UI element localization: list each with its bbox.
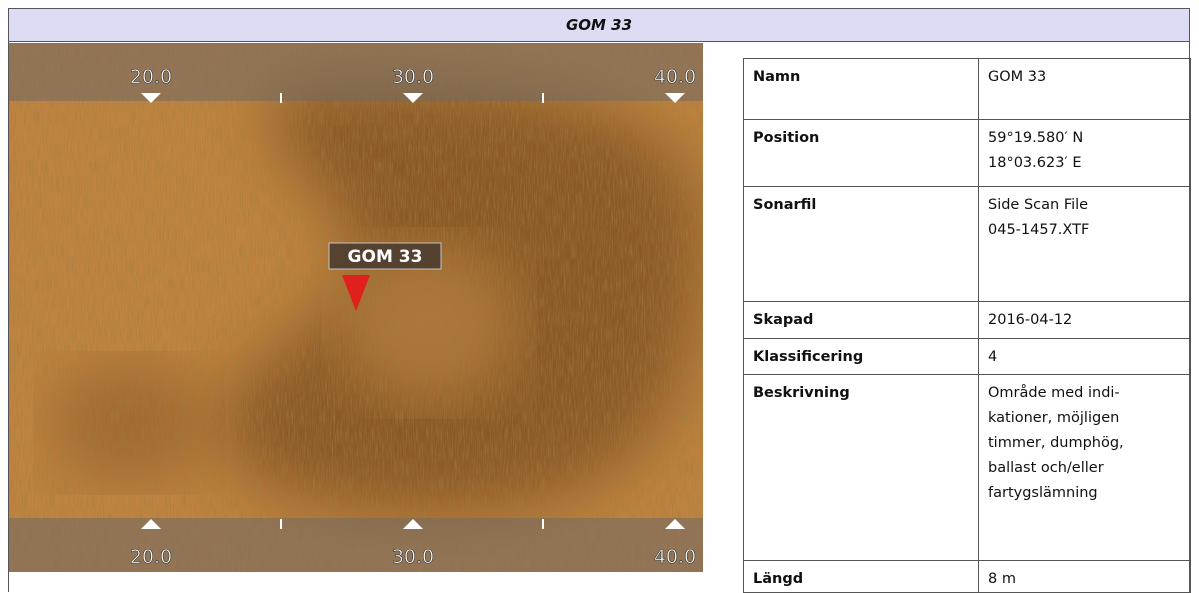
scale-arrow-top bbox=[665, 93, 685, 103]
table-row: Klassificering 4 bbox=[743, 338, 1191, 375]
scale-arrow-bottom bbox=[403, 519, 423, 529]
row-value: 59°19.580′ N 18°03.623′ E bbox=[978, 119, 1191, 187]
table-row: Beskrivning Område med indi-kationer, möj… bbox=[743, 374, 1191, 561]
scale-arrow-bottom bbox=[665, 519, 685, 529]
scale-label-top: 30.0 bbox=[392, 66, 434, 88]
row-label: Sonarfil bbox=[743, 186, 979, 302]
row-label: Klassificering bbox=[743, 338, 979, 375]
value-line: 18°03.623′ E bbox=[988, 155, 1082, 171]
row-label: Beskrivning bbox=[743, 374, 979, 561]
row-label: Position bbox=[743, 119, 979, 187]
value-line: 2016-04-12 bbox=[988, 312, 1073, 328]
scale-arrow-top bbox=[403, 93, 423, 103]
scale-label-top: 20.0 bbox=[130, 66, 172, 88]
row-value: 4 bbox=[978, 338, 1191, 375]
scale-label-bottom: 20.0 bbox=[130, 546, 172, 568]
scale-arrow-top bbox=[141, 93, 161, 103]
row-value: Side Scan File 045-1457.XTF bbox=[978, 186, 1191, 302]
target-label: GOM 33 bbox=[348, 247, 423, 267]
table-row: Position 59°19.580′ N 18°03.623′ E bbox=[743, 119, 1191, 187]
value-line: kationer, möjligen bbox=[988, 410, 1120, 426]
row-value: 2016-04-12 bbox=[978, 301, 1191, 339]
value-line: 59°19.580′ N bbox=[988, 130, 1084, 146]
table-row: Skapad 2016-04-12 bbox=[743, 301, 1191, 339]
table-row: Namn GOM 33 bbox=[743, 58, 1191, 120]
target-marker bbox=[342, 275, 370, 311]
value-line: GOM 33 bbox=[988, 69, 1047, 85]
row-value: Område med indi-kationer, möjligen timmer… bbox=[978, 374, 1191, 561]
table-row: Sonarfil Side Scan File 045-1457.XTF bbox=[743, 186, 1191, 302]
row-label: Skapad bbox=[743, 301, 979, 339]
value-line: 045-1457.XTF bbox=[988, 222, 1090, 238]
header-title: GOM 33 bbox=[8, 8, 1190, 42]
value-line: fartygslämning bbox=[988, 485, 1098, 501]
row-label: Längd bbox=[743, 560, 979, 593]
value-line: ballast och/eller bbox=[988, 460, 1104, 476]
value-line: Område med indi- bbox=[988, 385, 1120, 401]
info-table: Namn GOM 33 Position 59°19.580′ N 18°03.623′… bbox=[743, 58, 1191, 593]
row-value: 8 m bbox=[978, 560, 1191, 593]
table-row: Längd 8 m bbox=[743, 560, 1191, 593]
value-line: timmer, dumphög, bbox=[988, 435, 1124, 451]
value-line: 4 bbox=[988, 349, 998, 365]
scale-arrow-bottom bbox=[141, 519, 161, 529]
scale-label-bottom: 30.0 bbox=[392, 546, 434, 568]
sonar-image: 20.0 20.0 30.0 30.0 40.0 40.0 GOM 33 bbox=[9, 43, 703, 572]
scale-label-bottom: 40.0 bbox=[654, 546, 696, 568]
value-line: Side Scan File bbox=[988, 197, 1089, 213]
value-line: 8 m bbox=[988, 571, 1016, 587]
scale: 20.0 20.0 30.0 30.0 40.0 40.0 bbox=[130, 66, 697, 569]
row-value: GOM 33 bbox=[978, 58, 1191, 120]
target-label-box bbox=[328, 242, 442, 270]
scale-label-top: 40.0 bbox=[654, 66, 696, 88]
row-label: Namn bbox=[743, 58, 979, 120]
